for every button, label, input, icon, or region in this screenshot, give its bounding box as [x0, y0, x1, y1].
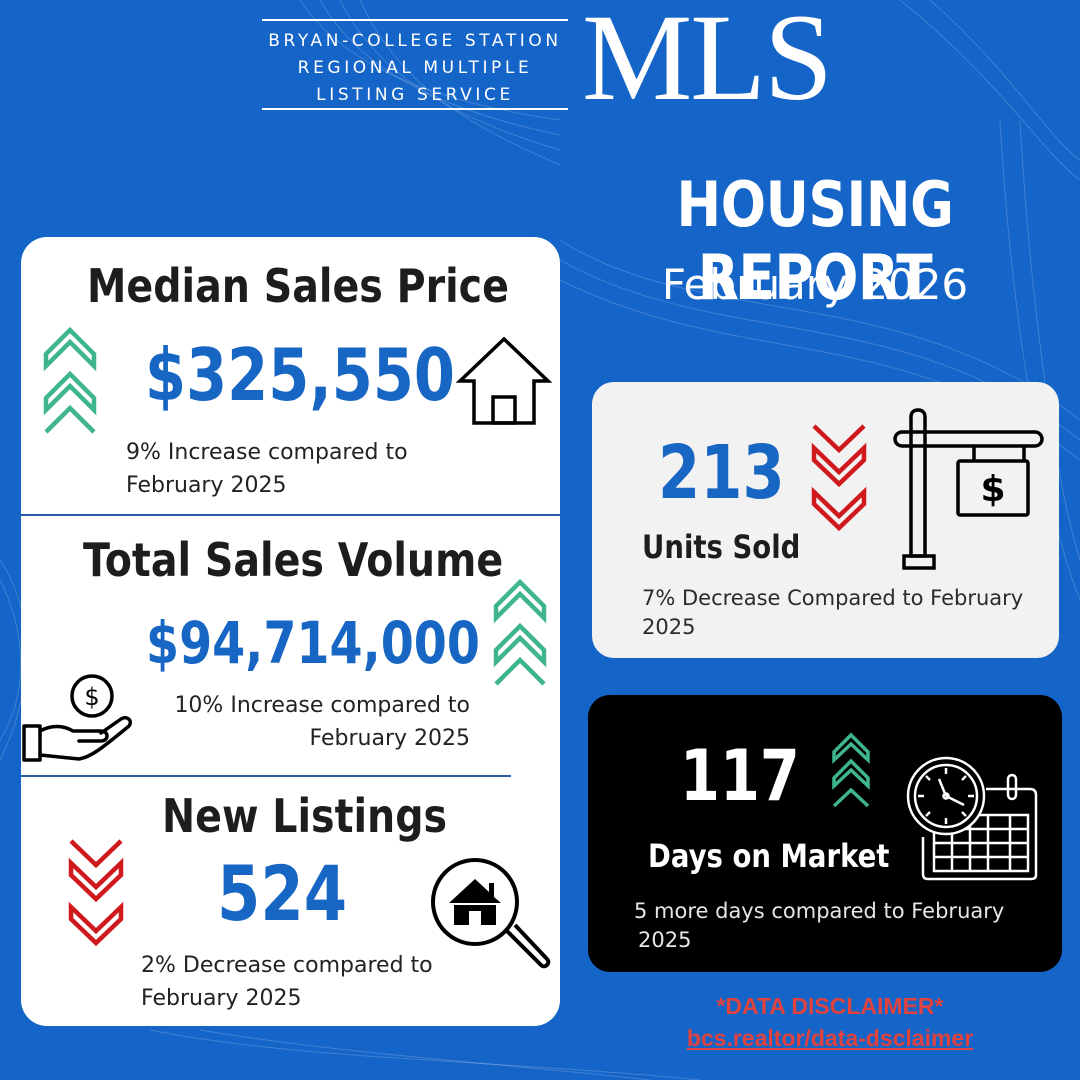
- report-title: HOUSING REPORT: [676, 168, 954, 314]
- days-on-market-change: 5 more days compared to February 2025: [634, 897, 1004, 955]
- trend-down-chevrons-icon: [811, 424, 867, 532]
- trend-up-chevrons-icon: [493, 578, 547, 686]
- sales-volume-title: Total Sales Volume: [83, 533, 504, 587]
- left-metrics-card: Median Sales Price $325,550 9% Increase …: [21, 237, 560, 1026]
- median-price-change-line-2: February 2025: [126, 473, 287, 498]
- svg-text:$: $: [84, 683, 99, 711]
- median-price-change-line-1: 9% Increase compared to: [126, 440, 408, 465]
- trend-down-chevrons-icon: [68, 839, 124, 947]
- days-on-market-card: 117: [588, 695, 1062, 972]
- svg-text:$: $: [980, 469, 1005, 510]
- units-sold-change-line-1: 7% Decrease Compared to February: [642, 586, 1024, 610]
- median-price-change: 9% Increase compared to February 2025: [126, 436, 408, 502]
- org-name-line-2: REGIONAL MULTIPLE: [297, 58, 533, 78]
- units-sold-card: 213 $ Units Sold 7% Decrease Compared to…: [592, 382, 1059, 658]
- units-sold-title: Units Sold: [642, 528, 801, 566]
- mls-logo-mark: MLS: [582, 0, 833, 126]
- for-sale-sign-icon: $: [893, 408, 1044, 570]
- trend-up-chevrons-icon: [43, 326, 97, 434]
- new-listings-change-line-2: February 2025: [141, 986, 302, 1011]
- org-name: BRYAN-COLLEGE STATION REGIONAL MULTIPLE …: [262, 28, 568, 109]
- disclaimer-label: *DATA DISCLAIMER*: [716, 993, 944, 1019]
- median-price-value: $325,550: [145, 333, 455, 417]
- org-name-line-1: BRYAN-COLLEGE STATION: [268, 31, 562, 51]
- units-sold-change-line-2: 2025: [642, 615, 696, 639]
- sales-volume-change: 10% Increase compared to February 2025: [174, 689, 470, 755]
- report-month: February 2026: [661, 260, 969, 309]
- clock-calendar-icon: [906, 756, 1038, 881]
- logo-rule-top: [262, 19, 568, 21]
- days-on-market-change-line-2: 2025: [638, 928, 692, 952]
- section-divider: [21, 775, 511, 777]
- new-listings-change-line-1: 2% Decrease compared to: [141, 953, 433, 978]
- sales-volume-change-line-1: 10% Increase compared to: [174, 693, 470, 718]
- sales-volume-value: $94,714,000: [146, 609, 480, 677]
- org-logo: BRYAN-COLLEGE STATION REGIONAL MULTIPLE …: [262, 16, 568, 112]
- house-icon: [456, 336, 552, 425]
- org-name-line-3: LISTING SERVICE: [316, 85, 514, 105]
- units-sold-change: 7% Decrease Compared to February 2025: [642, 584, 1023, 642]
- sales-volume-change-line-2: February 2025: [309, 726, 470, 751]
- days-on-market-value: 117: [680, 735, 800, 817]
- new-listings-title: New Listings: [162, 789, 448, 843]
- days-on-market-title: Days on Market: [648, 837, 890, 875]
- data-disclaimer: *DATA DISCLAIMER* bcs.realtor/data-dscla…: [630, 990, 1030, 1054]
- trend-up-chevrons-icon: [832, 732, 870, 808]
- units-sold-value: 213: [658, 430, 785, 516]
- new-listings-value: 524: [217, 849, 348, 938]
- hand-coin-icon: $: [22, 674, 133, 762]
- disclaimer-link[interactable]: bcs.realtor/data-dsclaimer: [686, 1025, 974, 1051]
- section-divider: [21, 514, 560, 516]
- median-price-title: Median Sales Price: [87, 259, 509, 313]
- new-listings-change: 2% Decrease compared to February 2025: [141, 949, 433, 1015]
- days-on-market-change-line-1: 5 more days compared to February: [634, 899, 1005, 923]
- logo-rule-bottom: [262, 108, 568, 110]
- house-search-icon: [431, 858, 551, 969]
